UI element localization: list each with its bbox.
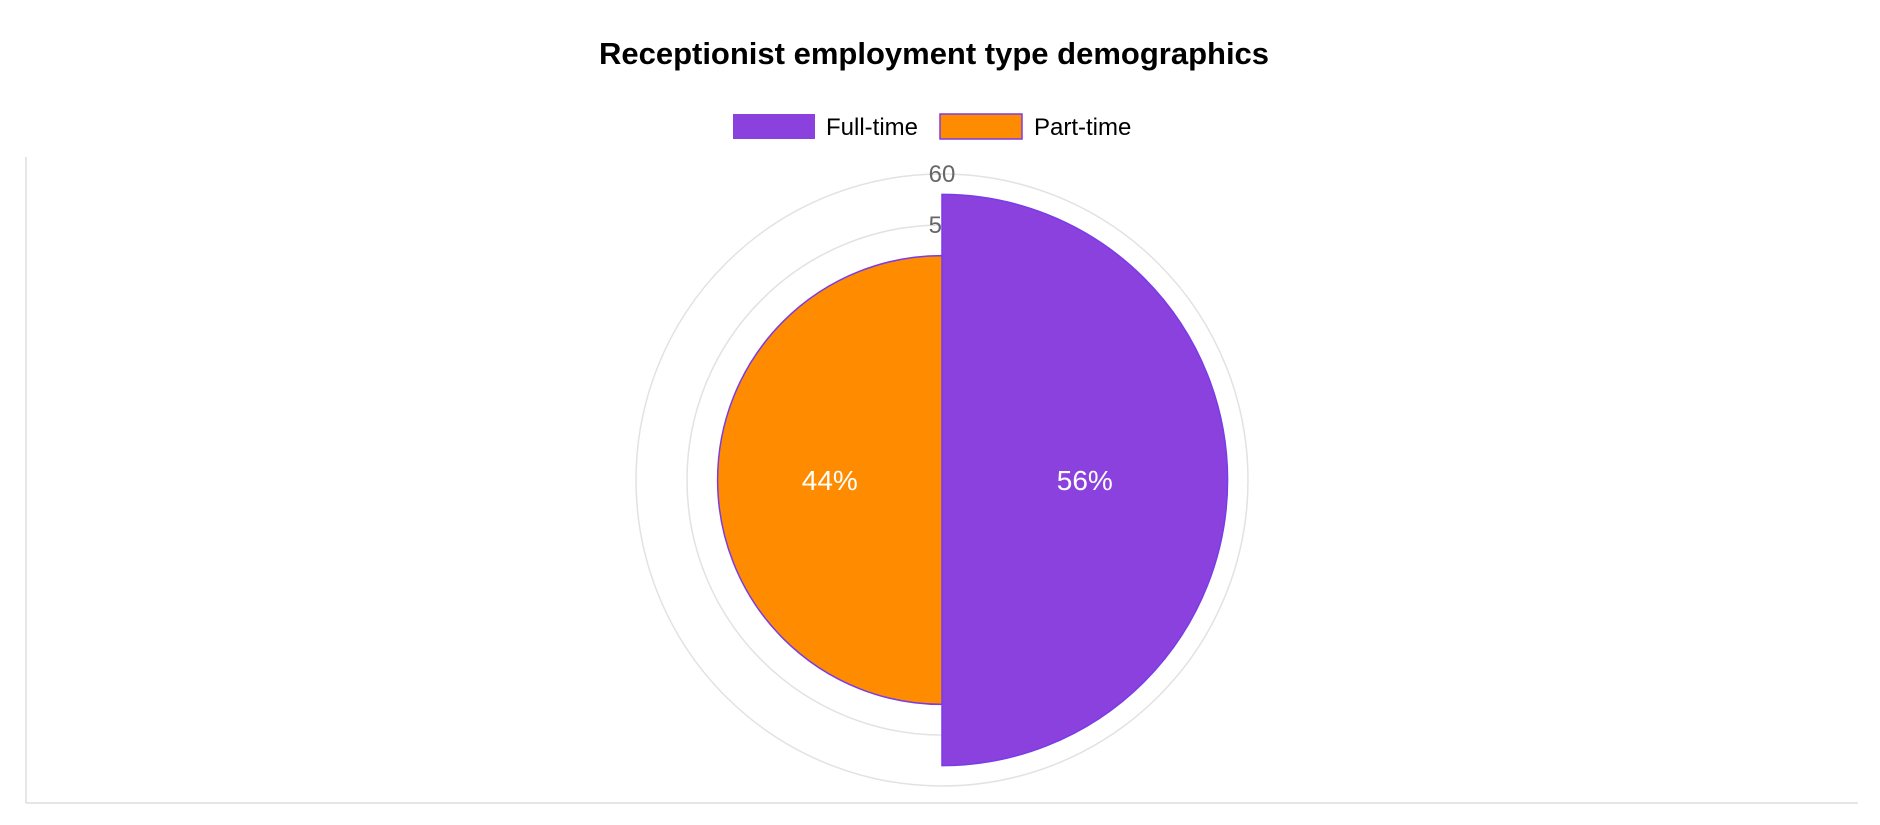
slice-full-time[interactable] xyxy=(941,193,1229,767)
legend-swatch-part-time[interactable] xyxy=(939,113,1023,140)
legend-label-part-time[interactable]: Part-time xyxy=(1034,114,1131,141)
legend: Full-time Part-time xyxy=(733,113,1131,141)
slice-part-time[interactable] xyxy=(716,254,943,706)
data-label-full-time: 56% xyxy=(1057,465,1113,496)
data-label-part-time: 44% xyxy=(802,465,858,496)
slices xyxy=(716,193,1229,767)
data-labels: 56% 44% xyxy=(802,465,1113,496)
tick-label-60: 60 xyxy=(929,161,956,188)
chart-title: Receptionist employment type demographic… xyxy=(599,36,1269,71)
legend-label-full-time[interactable]: Full-time xyxy=(826,114,918,141)
grid-ring-60 xyxy=(635,173,1249,787)
legend-swatch-full-time[interactable] xyxy=(733,114,815,139)
